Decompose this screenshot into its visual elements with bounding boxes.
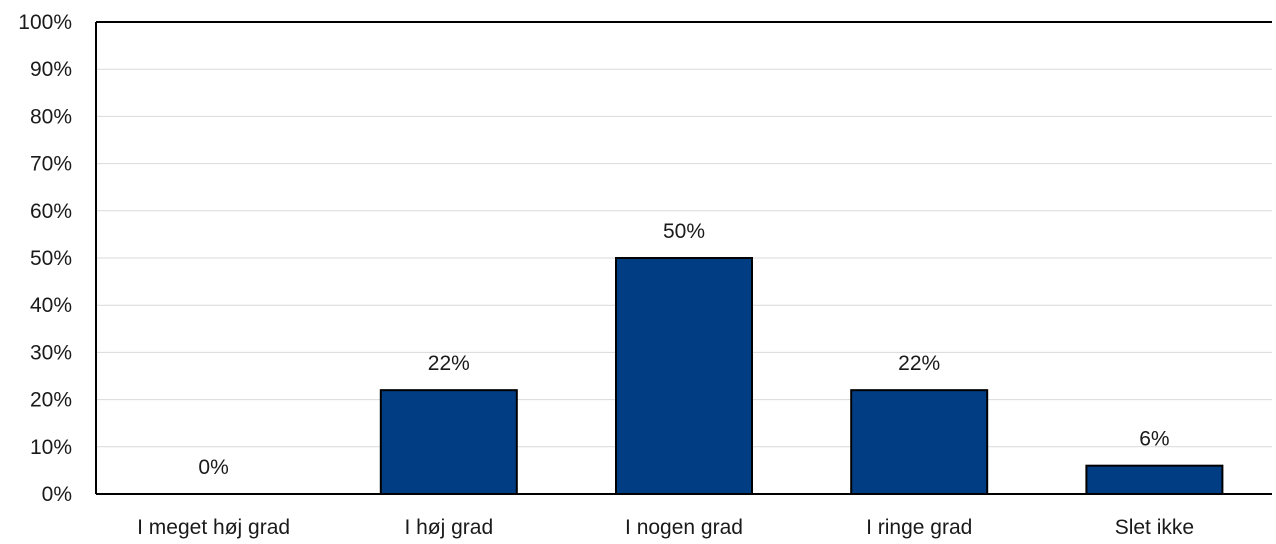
y-tick-label: 70%	[30, 153, 72, 176]
data-label: 6%	[1139, 428, 1169, 451]
data-labels: 0% 22% 50% 22% 6%	[198, 220, 1169, 479]
bar-2	[615, 257, 753, 495]
x-category-label: I meget høj grad	[137, 516, 290, 539]
x-axis-category-labels: I meget høj grad I høj grad I nogen grad I …	[137, 516, 1194, 539]
bar-3	[850, 389, 989, 495]
y-tick-label: 20%	[30, 389, 72, 412]
y-tick-label: 80%	[30, 105, 72, 128]
data-label: 22%	[898, 352, 940, 375]
data-label: 22%	[428, 352, 470, 375]
y-tick-label: 90%	[30, 58, 72, 81]
y-tick-label: 50%	[30, 247, 72, 270]
bars	[379, 257, 1224, 495]
data-label: 0%	[198, 456, 228, 479]
y-tick-label: 40%	[30, 294, 72, 317]
y-tick-label: 100%	[18, 11, 72, 34]
axes	[95, 21, 1272, 495]
y-tick-label: 10%	[30, 436, 72, 459]
y-tick-label: 0%	[42, 483, 72, 506]
y-axis-tick-labels: 0% 10% 20% 30% 40% 50% 60% 70% 80% 90% 100%	[18, 11, 72, 506]
x-category-label: Slet ikke	[1115, 516, 1194, 539]
y-tick-label: 60%	[30, 200, 72, 223]
x-category-label: I høj grad	[404, 516, 493, 539]
bar-4	[1085, 464, 1224, 495]
x-category-label: I ringe grad	[866, 516, 972, 539]
x-category-label: I nogen grad	[625, 516, 743, 539]
y-tick-label: 30%	[30, 341, 72, 364]
data-label: 50%	[663, 220, 705, 243]
bar-1	[379, 389, 518, 495]
